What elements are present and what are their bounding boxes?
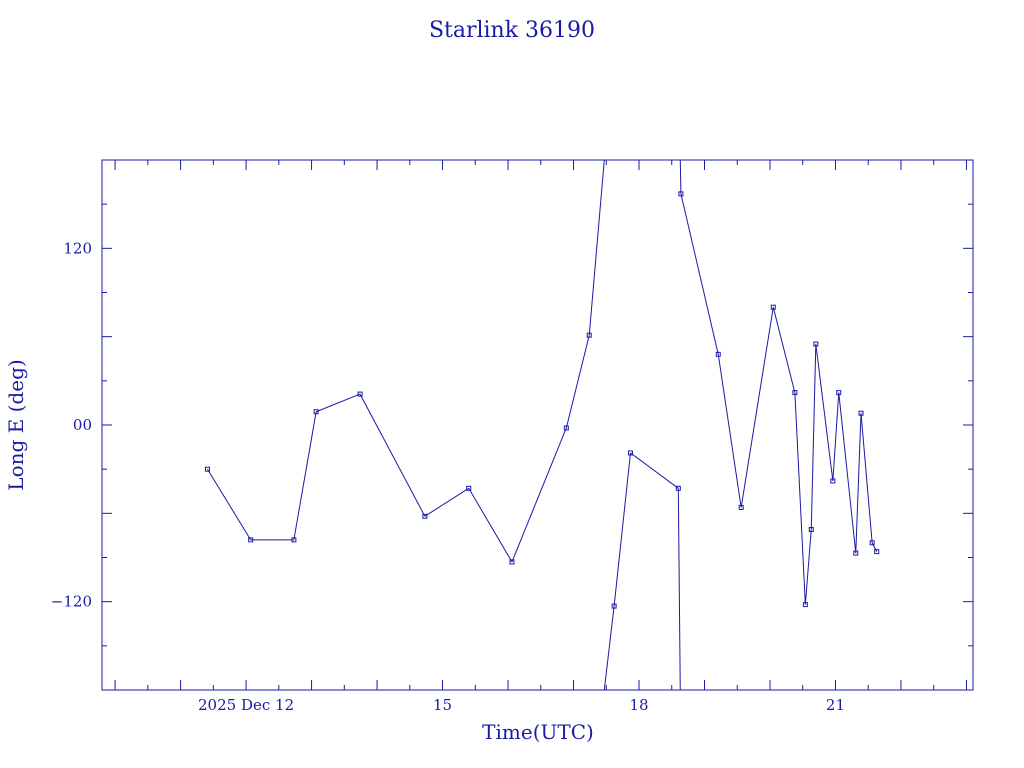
- series-line-segment: [293, 411, 317, 540]
- series-line-segment: [613, 452, 631, 607]
- data-point: [813, 341, 819, 347]
- data-point: [627, 450, 633, 456]
- data-point: [291, 537, 297, 543]
- data-point: [792, 390, 798, 396]
- y-tick-label: 120: [63, 239, 92, 257]
- data-point: [248, 537, 254, 543]
- data-point: [466, 485, 472, 491]
- data-point: [808, 527, 814, 533]
- series-line-segment: [207, 468, 252, 541]
- series-line-segment: [315, 393, 361, 413]
- data-point: [738, 504, 744, 510]
- series-line-segment: [680, 193, 719, 355]
- x-tick-label: 2025 Dec 12: [198, 696, 294, 714]
- series-line-segment: [511, 427, 567, 563]
- series-line-segment: [740, 307, 774, 508]
- data-point: [869, 540, 875, 546]
- data-point: [509, 559, 515, 565]
- series-line-segment: [359, 393, 426, 517]
- data-point: [204, 466, 210, 472]
- data-point: [422, 513, 428, 519]
- series-line-segment: [804, 529, 812, 605]
- data-point: [830, 478, 836, 484]
- series-line-segment: [860, 413, 873, 543]
- series-line-segment: [679, 159, 682, 194]
- y-tick-labels: 120 00 −120: [51, 239, 92, 610]
- x-axis-label: Time(UTC): [482, 720, 594, 744]
- x-tick-label: 21: [826, 696, 845, 714]
- data-point: [586, 332, 592, 338]
- series-line-segment: [565, 335, 590, 429]
- series-line-segment: [871, 542, 878, 552]
- data-point: [715, 351, 721, 357]
- x-tick-label: 18: [629, 696, 648, 714]
- y-axis-label: Long E (deg): [4, 359, 28, 490]
- series-line-segment: [815, 343, 834, 482]
- data-point: [874, 549, 880, 555]
- series-line-segment: [794, 392, 806, 605]
- series-line-segment: [810, 344, 817, 530]
- series-line-segment: [468, 488, 513, 563]
- data-point: [611, 603, 617, 609]
- series-line-segment: [603, 606, 615, 691]
- data-point: [313, 409, 319, 415]
- series-line-segment: [772, 307, 796, 393]
- series-line-segment: [588, 159, 605, 336]
- chart-title: Starlink 36190: [429, 18, 595, 43]
- series-line-segment: [717, 354, 742, 508]
- data-point: [678, 191, 684, 197]
- series-line-segment: [424, 487, 470, 517]
- x-tick-labels: 2025 Dec 12 15 18 21: [198, 696, 845, 714]
- data-point: [802, 602, 808, 608]
- data-point: [357, 391, 363, 397]
- data-point: [563, 425, 569, 431]
- series-line-segment: [855, 413, 862, 554]
- y-tick-label: 00: [73, 416, 92, 434]
- data-point: [836, 390, 842, 396]
- data-point: [853, 550, 859, 556]
- data-point: [770, 304, 776, 310]
- x-tick-label: 15: [433, 696, 452, 714]
- series-line-segment: [832, 392, 840, 481]
- series-line-segment: [677, 488, 681, 691]
- axis-ticks: [102, 160, 973, 690]
- data-point: [675, 485, 681, 491]
- y-tick-label: −120: [51, 593, 92, 611]
- series-group: [204, 159, 880, 691]
- series-line-segment: [630, 452, 679, 489]
- series-line-segment: [838, 392, 857, 554]
- data-point: [858, 410, 864, 416]
